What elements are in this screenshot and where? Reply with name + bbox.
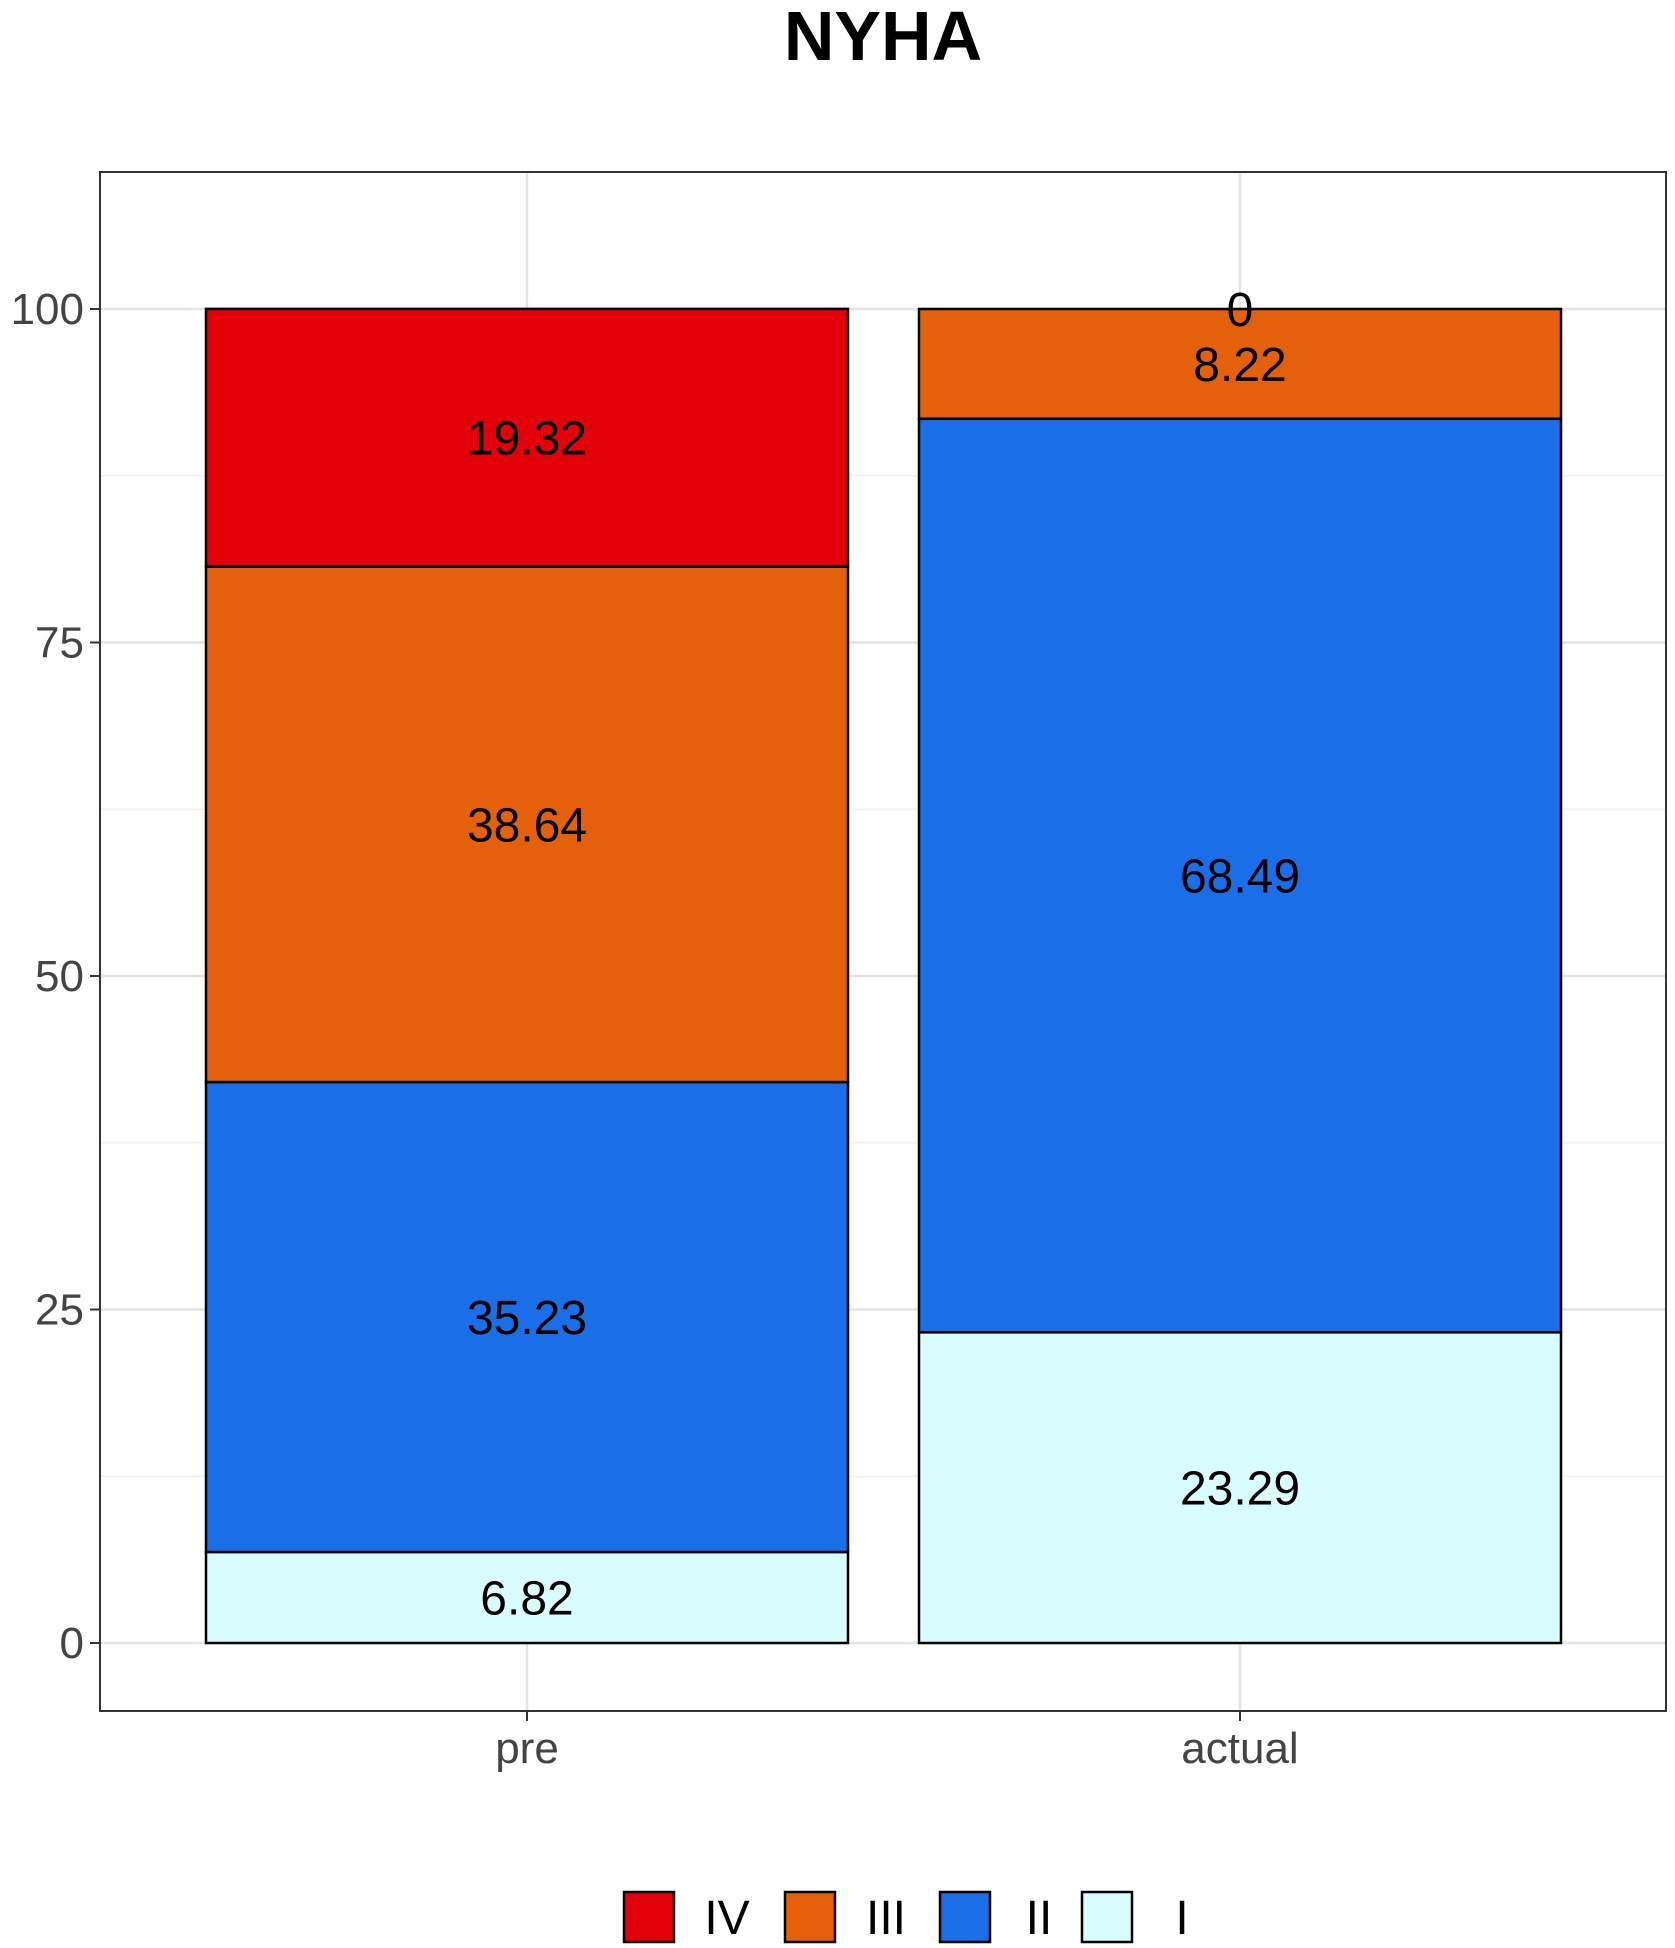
data-labels: 6.82 35.23 38.64 19.32 23.29 68.49 8.220 bbox=[467, 284, 1300, 1626]
legend-key-II bbox=[938, 1890, 992, 1944]
data-label-actual-IV: 0 bbox=[1227, 284, 1254, 337]
data-label-actual-I: 23.29 bbox=[1180, 1463, 1300, 1516]
legend-key-I bbox=[1080, 1890, 1134, 1944]
data-label-pre-III: 38.64 bbox=[467, 799, 587, 852]
bar-segment-actual-III bbox=[917, 307, 1563, 420]
y-tick-label: 25 bbox=[35, 1286, 84, 1335]
data-label-actual-III: 8.22 bbox=[1193, 339, 1286, 392]
bar-segment-pre-III bbox=[204, 565, 850, 1084]
y-axis: 0 25 50 75 100 bbox=[11, 285, 100, 1668]
legend-label-III: III bbox=[866, 1892, 906, 1945]
x-axis: pre actual bbox=[495, 1711, 1299, 1773]
legend-label-I: I bbox=[1175, 1892, 1188, 1945]
legend-label-IV: IV bbox=[704, 1892, 749, 1945]
bar-segment-actual-I bbox=[917, 1331, 1563, 1645]
legend-key-III bbox=[783, 1890, 837, 1944]
data-label-pre-IV: 19.32 bbox=[467, 413, 587, 466]
x-tick-label-actual: actual bbox=[1181, 1724, 1298, 1773]
y-tick-label: 100 bbox=[11, 285, 84, 334]
y-tick-label: 75 bbox=[35, 619, 84, 668]
x-tick-label-pre: pre bbox=[495, 1724, 559, 1773]
plot-border bbox=[99, 171, 1667, 1712]
data-label-actual-II: 68.49 bbox=[1180, 850, 1300, 903]
legend-label-II: II bbox=[1026, 1892, 1053, 1945]
data-label-pre-II: 35.23 bbox=[467, 1292, 587, 1345]
y-tick-label: 50 bbox=[35, 952, 84, 1001]
bar-segment-pre-IV bbox=[204, 307, 850, 568]
data-label-pre-I: 6.82 bbox=[480, 1573, 573, 1626]
legend-key-IV bbox=[622, 1890, 676, 1944]
bar-segment-pre-I bbox=[204, 1550, 850, 1645]
legend: IV III II I bbox=[622, 1890, 1189, 1945]
chart-title: NYHA bbox=[784, 0, 982, 75]
bars bbox=[204, 307, 1563, 1645]
bar-segment-pre-II bbox=[204, 1080, 850, 1554]
y-tick-label: 0 bbox=[60, 1619, 84, 1668]
bar-segment-actual-II bbox=[917, 417, 1563, 1334]
